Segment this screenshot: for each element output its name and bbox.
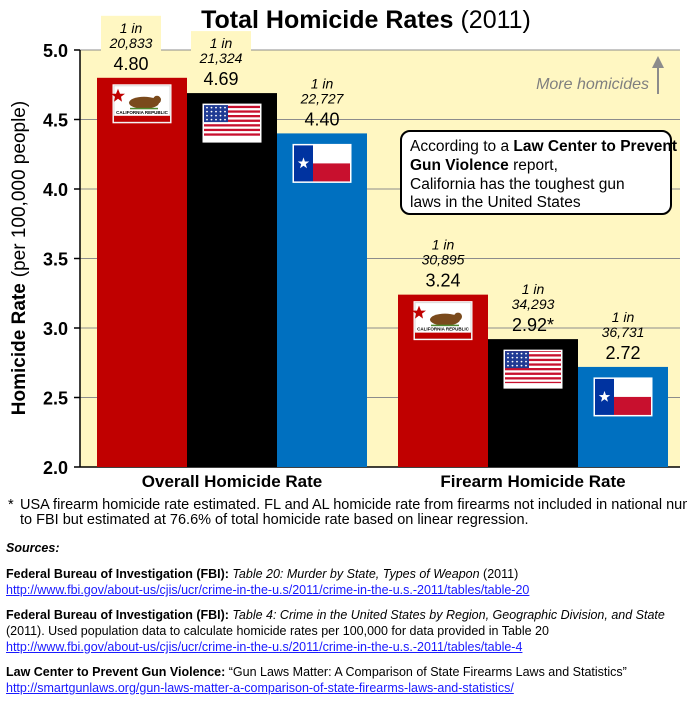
data-label: 4.80 [113, 54, 148, 74]
data-label: 4.40 [304, 109, 339, 129]
footnote: * USA firearm homicide rate estimated. F… [8, 497, 687, 528]
usa-flag-icon [202, 103, 262, 143]
source-rest: (2011) [479, 567, 519, 581]
usa-flag-icon [503, 349, 563, 389]
ratio-label: 1 in [432, 237, 455, 253]
chart-title-year: (2011) [460, 6, 530, 34]
source-link-table4[interactable]: http://www.fbi.gov/about-us/cjis/ucr/cri… [6, 640, 523, 654]
chart-title: Total Homicide Rates (2011) [201, 6, 531, 34]
svg-text:CALIFORNIA REPUBLIC: CALIFORNIA REPUBLIC [116, 110, 169, 115]
more-homicides-label: More homicides [536, 76, 649, 93]
texas-flag-icon [292, 143, 352, 183]
source-org: Federal Bureau of Investigation (FBI): [6, 608, 229, 622]
x-category-label: Firearm Homicide Rate [440, 472, 625, 491]
data-label: 2.92* [512, 315, 554, 335]
bar-usa-overall [187, 93, 277, 467]
sources-header: Sources: [6, 541, 60, 555]
chart-title-bold: Total Homicide Rates [201, 6, 453, 34]
source-rest: “Gun Laws Matter: A Comparison of State … [225, 665, 627, 679]
svg-text:CALIFORNIA REPUBLIC: CALIFORNIA REPUBLIC [417, 327, 470, 332]
homicide-chart: Total Homicide Rates (2011) 2.0 2.5 3.0 3.5 4… [8, 6, 687, 528]
bar-california-overall [97, 77, 187, 468]
data-label: 4.69 [203, 69, 238, 89]
more-homicides-annotation: More homicides [536, 56, 664, 94]
y-tick-label: 5.0 [43, 41, 68, 61]
ratio-label: 1 in [311, 75, 334, 91]
ratio-label: 1 in [612, 309, 635, 325]
label-background [191, 31, 251, 88]
ratio-label: 1 in [210, 35, 233, 51]
svg-text:*: * [8, 497, 14, 513]
source-org: Law Center to Prevent Gun Violence: [6, 665, 226, 679]
ratio-value: 30,895 [422, 252, 465, 268]
texas-flag-icon [593, 377, 653, 417]
source-link-smartgunlaws[interactable]: http://smartgunlaws.org/gun-laws-matter-… [6, 681, 514, 695]
ratio-value: 21,324 [199, 50, 243, 66]
source-title: Table 20: Murder by State, Types of Weap… [232, 567, 480, 581]
source-item-fbi-table20: Federal Bureau of Investigation (FBI): T… [6, 566, 682, 598]
callout-box [400, 130, 672, 215]
y-axis-label: Homicide Rate(per 100,000 people) [9, 101, 30, 415]
y-tick-label: 3.5 [43, 250, 68, 270]
california-flag-icon: CALIFORNIA REPUBLIC [111, 84, 172, 124]
y-tick-label: 4.5 [43, 111, 68, 131]
source-title: Table 4: Crime in the United States by R… [232, 608, 665, 622]
source-org: Federal Bureau of Investigation (FBI): [6, 567, 229, 581]
source-item-fbi-table4: Federal Bureau of Investigation (FBI): T… [6, 607, 682, 655]
ratio-label: 1 in [120, 20, 143, 36]
california-flag-icon: CALIFORNIA REPUBLIC [412, 301, 473, 341]
x-category-label: Overall Homicide Rate [142, 472, 322, 491]
data-label: 2.72 [605, 343, 640, 363]
callout-text: According to a Law Center to Prevent Gun… [410, 138, 681, 211]
bar-texas-overall [277, 133, 367, 467]
source-link-table20[interactable]: http://www.fbi.gov/about-us/cjis/ucr/cri… [6, 583, 530, 597]
source-rest: (2011). Used population data to calculat… [6, 624, 549, 638]
up-arrow-head-icon [652, 56, 664, 68]
ratio-value: 20,833 [109, 35, 153, 51]
y-tick-label: 3.0 [43, 319, 68, 339]
ratio-value: 22,727 [300, 90, 345, 106]
sources: Sources: Federal Bureau of Investigation… [6, 540, 682, 705]
data-label: 3.24 [425, 271, 460, 291]
source-item-lcpgv: Law Center to Prevent Gun Violence: “Gun… [6, 664, 682, 696]
y-tick-label: 2.5 [43, 389, 68, 409]
ratio-value: 36,731 [602, 324, 645, 340]
label-background [101, 15, 161, 72]
svg-text:USA firearm homicide rate esti: USA firearm homicide rate estimated. FL … [20, 497, 687, 528]
ratio-value: 34,293 [512, 296, 555, 312]
y-tick-label: 4.0 [43, 180, 68, 200]
ratio-label: 1 in [522, 281, 545, 297]
callout: According to a Law Center to Prevent Gun… [400, 130, 681, 215]
y-tick-label: 2.0 [43, 458, 68, 478]
